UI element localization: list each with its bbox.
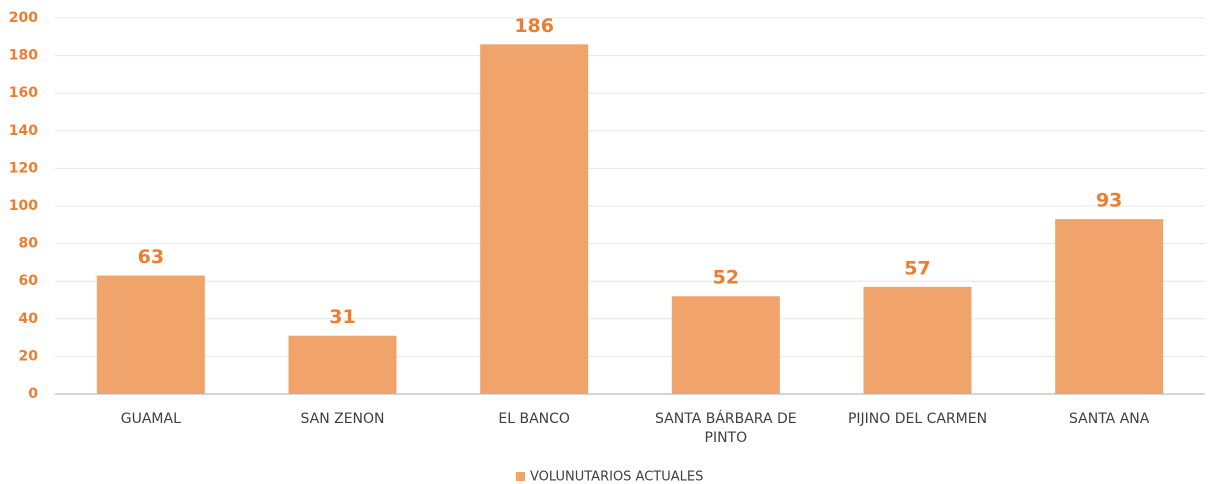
data-label: 93 [1096, 190, 1122, 212]
y-tick-label: 60 [19, 273, 39, 289]
bar [671, 296, 780, 394]
bar [96, 275, 205, 394]
x-tick-label: SANTA BÁRBARA DE PINTO [655, 410, 797, 446]
data-label: 63 [138, 246, 164, 268]
y-tick-label: 200 [9, 10, 38, 26]
data-label: 186 [514, 15, 554, 37]
legend-label: VOLUNUTARIOS ACTUALES [530, 470, 703, 484]
y-tick-label: 120 [9, 160, 38, 176]
x-tick-label: SANTA ANA [1069, 411, 1150, 427]
x-tick-label: SAN ZENON [300, 411, 384, 427]
y-tick-label: 0 [28, 386, 38, 402]
y-tick-label: 20 [19, 348, 39, 364]
y-tick-label: 80 [19, 236, 39, 252]
x-tick-label: GUAMAL [121, 411, 181, 427]
data-label: 31 [329, 306, 355, 328]
bar [480, 44, 589, 394]
x-tick-label: PIJINO DEL CARMEN [848, 411, 987, 427]
y-tick-label: 40 [19, 311, 39, 327]
y-tick-label: 180 [9, 48, 38, 64]
bar [863, 286, 972, 394]
bar [1055, 219, 1164, 394]
bar [288, 335, 397, 394]
y-tick-label: 100 [9, 198, 38, 214]
data-label: 57 [904, 257, 930, 279]
legend-swatch [516, 472, 525, 481]
x-tick-label: EL BANCO [498, 411, 570, 427]
y-tick-label: 160 [9, 85, 38, 101]
data-label: 52 [713, 267, 739, 289]
y-tick-label: 140 [9, 123, 38, 139]
